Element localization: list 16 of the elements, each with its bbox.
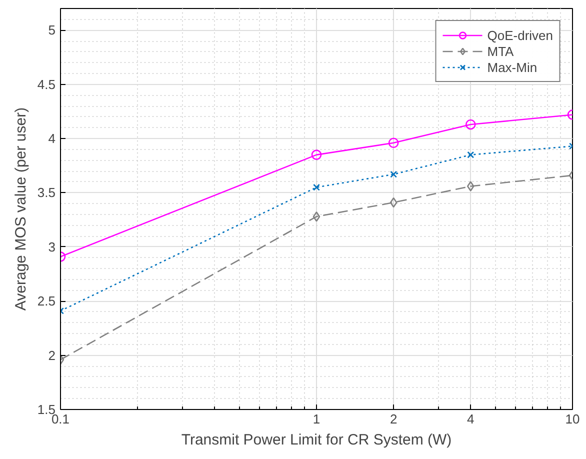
x-tick-label: 1 <box>312 412 320 426</box>
y-axis-title: Average MOS value (per user) <box>12 107 30 311</box>
x-tick-label: 2 <box>390 412 398 426</box>
x-tick-label: 4 <box>467 412 474 426</box>
y-tick-label: 3.5 <box>37 185 56 200</box>
legend-label: MTA <box>487 43 514 59</box>
legend-label: Max-Min <box>487 59 538 75</box>
legend-label: QoE-driven <box>487 27 553 43</box>
y-tick-label: 2.5 <box>37 294 56 309</box>
y-tick-label: 4.5 <box>37 76 56 92</box>
x-tick-label: 10 <box>565 412 580 426</box>
y-tick-label: 3 <box>48 239 56 254</box>
y-tick-label: 5 <box>48 22 56 38</box>
y-tick-label: 2 <box>48 348 56 363</box>
y-tick-label: 4 <box>48 131 56 146</box>
x-axis-title: Transmit Power Limit for CR System (W) <box>181 432 452 448</box>
